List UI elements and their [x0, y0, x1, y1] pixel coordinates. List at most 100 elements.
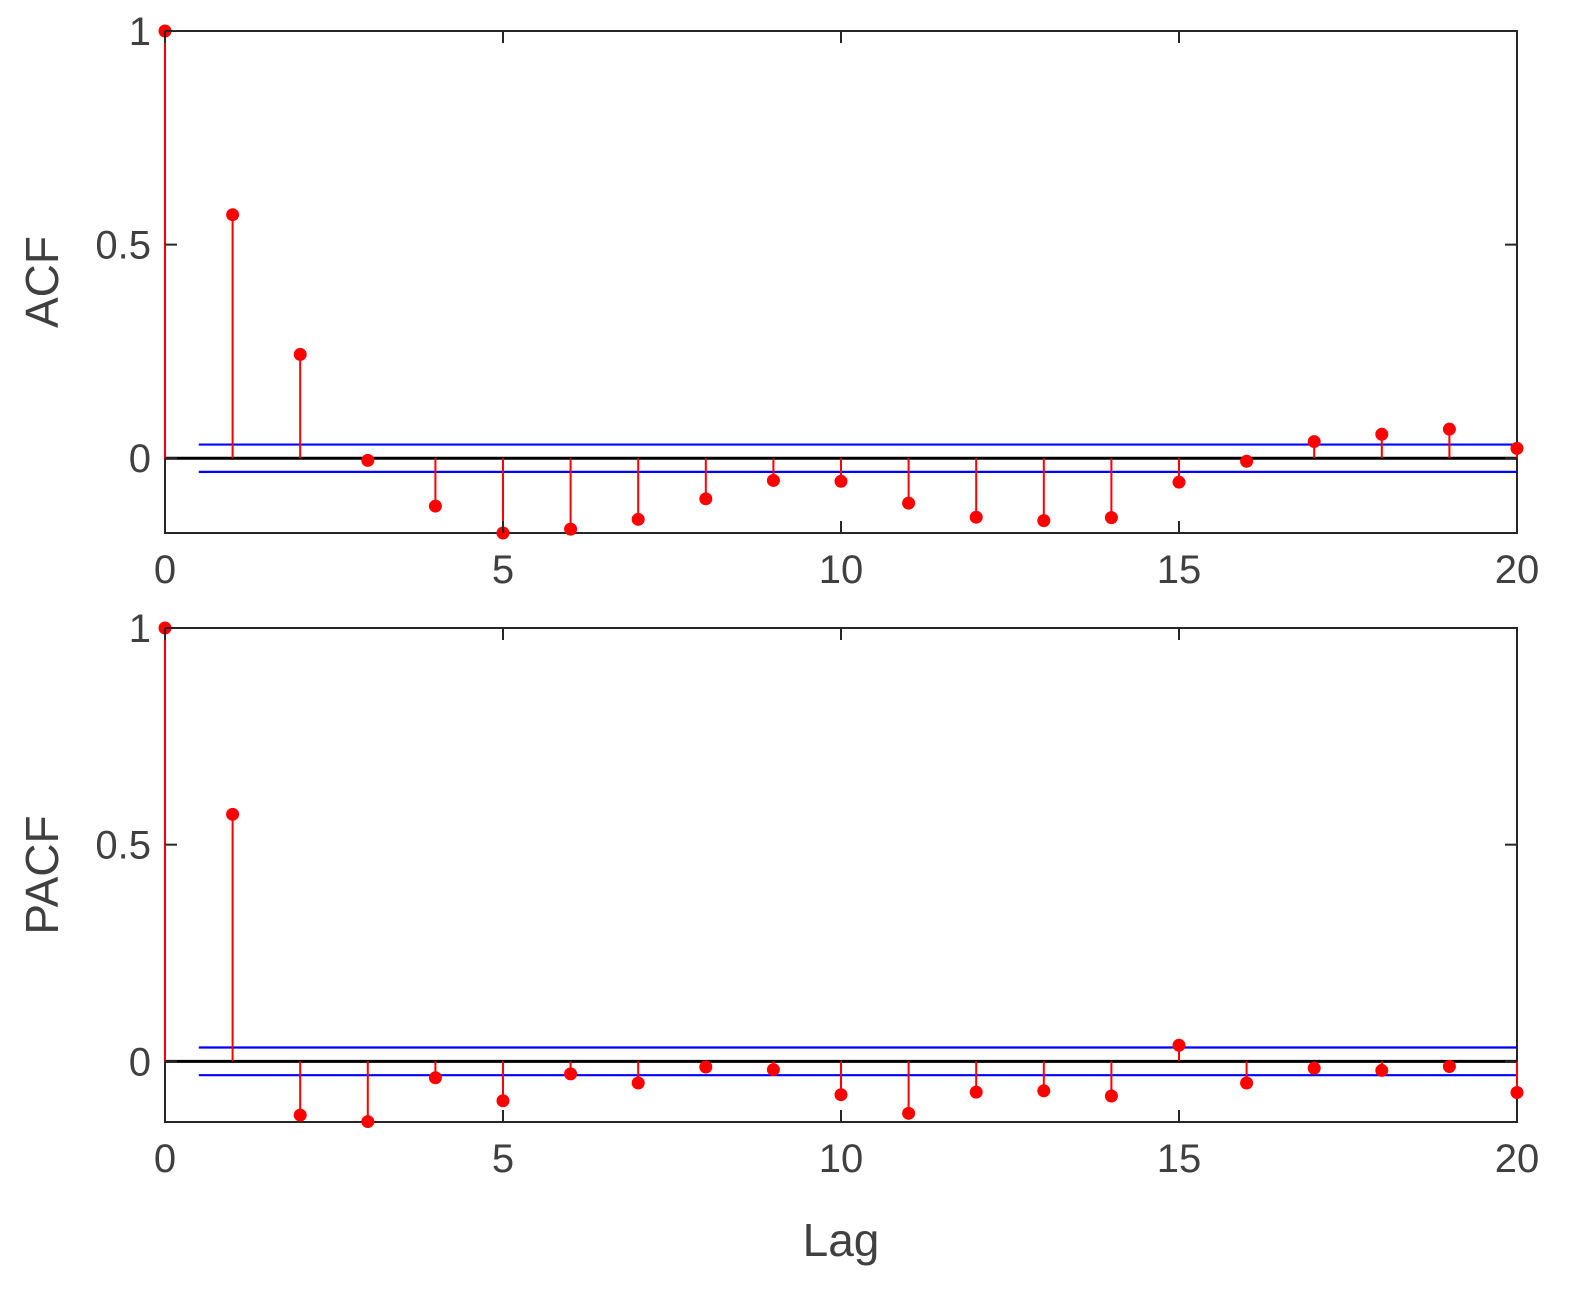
- pacf-x-tick-label: 0: [154, 1137, 176, 1181]
- pacf-stem-lag-16: [1240, 1061, 1254, 1090]
- acf-stem-lag-15: [1172, 458, 1186, 489]
- pacf-stem-lag-1: [226, 807, 240, 1062]
- pacf-stem-lag-2: [293, 1061, 307, 1122]
- acf-stem-lag-7: [631, 458, 645, 526]
- pacf-stem-marker: [428, 1071, 442, 1085]
- acf-stem-lag-16: [1240, 454, 1254, 468]
- acf-stem-lag-6: [564, 458, 578, 536]
- pacf-confidence-bounds: [198, 1046, 1517, 1077]
- acf-stem-marker: [766, 473, 780, 487]
- acf-stem-marker: [1172, 475, 1186, 489]
- pacf-stem-marker: [1307, 1061, 1321, 1075]
- acf-stem-lag-11: [902, 458, 916, 510]
- acf-stem-marker: [969, 510, 983, 524]
- pacf-stem-marker: [361, 1115, 375, 1129]
- pacf-stem-marker: [1037, 1084, 1051, 1098]
- pacf-stem-marker: [226, 807, 240, 821]
- acf-y-tick-label: 1: [129, 10, 151, 54]
- pacf-y-tick-label: 0.5: [95, 824, 151, 868]
- pacf-stem-lag-20: [1510, 1061, 1524, 1100]
- pacf-stem-marker: [699, 1060, 713, 1074]
- acf-x-tick-label: 15: [1157, 548, 1202, 592]
- acf-y-axis-label: ACF: [16, 236, 68, 328]
- acf-axis-ticks: 0 5 10 15 20 0 0.5 1: [95, 10, 1539, 592]
- acf-stem-marker: [1037, 514, 1051, 528]
- acf-stem-marker: [1442, 422, 1456, 436]
- acf-x-tick-label: 5: [492, 548, 514, 592]
- pacf-y-tick-label: 0: [129, 1040, 151, 1084]
- acf-x-tick-label: 20: [1495, 548, 1540, 592]
- acf-plot-frame: [164, 30, 1518, 534]
- acf-stem-marker: [1240, 454, 1254, 468]
- pacf-stem-lag-3: [361, 1061, 375, 1129]
- acf-stem-lag-13: [1037, 458, 1051, 528]
- acf-stem-marker: [1375, 427, 1389, 441]
- pacf-stem-lag-5: [496, 1061, 510, 1108]
- pacf-stem-marker: [1172, 1038, 1186, 1052]
- acf-stem-lag-18: [1375, 427, 1389, 459]
- pacf-stem-marker: [1510, 1086, 1524, 1100]
- acf-confidence-bounds: [198, 443, 1517, 474]
- pacf-stem-marker: [631, 1076, 645, 1090]
- pacf-stem-lag-14: [1104, 1061, 1118, 1103]
- acf-stem-lag-14: [1104, 458, 1118, 525]
- pacf-stem-marker: [1240, 1076, 1254, 1090]
- acf-stem-lag-19: [1442, 422, 1456, 459]
- acf-stem-marker: [564, 522, 578, 536]
- pacf-stem-lag-9: [766, 1061, 780, 1077]
- pacf-plot-frame: [164, 627, 1518, 1123]
- acf-stem-marker: [1510, 441, 1524, 455]
- acf-stem-marker: [428, 499, 442, 513]
- acf-stem-marker: [699, 492, 713, 506]
- pacf-axis-ticks: 0 5 10 15 20 0 0.5 1: [95, 607, 1539, 1181]
- acf-y-tick-label: 0.5: [95, 224, 151, 268]
- acf-stem-lag-17: [1307, 435, 1321, 459]
- acf-stem-marker: [834, 474, 848, 488]
- pacf-stem-lag-18: [1375, 1061, 1389, 1077]
- pacf-stem-lag-13: [1037, 1061, 1051, 1098]
- acf-stem-lag-2: [293, 347, 307, 459]
- pacf-stem-lag-8: [699, 1060, 713, 1074]
- pacf-stem-lag-12: [969, 1061, 983, 1099]
- pacf-stem-marker: [969, 1085, 983, 1099]
- pacf-stem-marker: [564, 1067, 578, 1081]
- acf-stem-marker: [1307, 435, 1321, 449]
- pacf-stem-lag-15: [1172, 1038, 1186, 1062]
- acf-stem-marker: [1104, 511, 1118, 525]
- acf-stem-marker: [226, 208, 240, 222]
- pacf-stem-marker: [834, 1088, 848, 1102]
- pacf-x-tick-label: 5: [492, 1137, 514, 1181]
- acf-stem-lag-8: [699, 458, 713, 506]
- pacf-y-tick-label: 1: [129, 607, 151, 651]
- pacf-stem-marker: [766, 1063, 780, 1077]
- acf-stem-lag-4: [428, 458, 442, 513]
- pacf-stem-lag-17: [1307, 1061, 1321, 1075]
- acf-stem-lag-3: [361, 453, 375, 467]
- acf-y-tick-label: 0: [129, 437, 151, 481]
- acf-stem-marker: [361, 453, 375, 467]
- pacf-stem-lag-7: [631, 1061, 645, 1090]
- pacf-stem-lag-11: [902, 1061, 916, 1120]
- acf-plot: 0 5 10 15 20 0 0.5 1 ACF: [16, 10, 1539, 592]
- acf-stem-marker: [293, 347, 307, 361]
- pacf-stem-marker: [1375, 1063, 1389, 1077]
- pacf-x-tick-label: 15: [1157, 1137, 1202, 1181]
- acf-stem-marker: [902, 496, 916, 510]
- lag-x-axis-label: Lag: [803, 1214, 880, 1266]
- pacf-stems: [158, 621, 1524, 1129]
- acf-stem-marker: [631, 512, 645, 526]
- pacf-stem-lag-19: [1442, 1060, 1456, 1074]
- acf-stem-lag-12: [969, 458, 983, 524]
- acf-stems: [158, 24, 1524, 540]
- pacf-stem-marker: [1104, 1089, 1118, 1103]
- pacf-plot: 0 5 10 15 20 0 0.5 1 PACF: [16, 607, 1539, 1181]
- acf-stem-lag-10: [834, 458, 848, 488]
- pacf-stem-lag-10: [834, 1061, 848, 1102]
- pacf-stem-lag-4: [428, 1061, 442, 1085]
- pacf-stem-lag-6: [564, 1061, 578, 1081]
- pacf-x-tick-label: 10: [819, 1137, 864, 1181]
- acf-x-tick-label: 10: [819, 548, 864, 592]
- pacf-stem-marker: [496, 1094, 510, 1108]
- acf-stem-lag-20: [1510, 441, 1524, 459]
